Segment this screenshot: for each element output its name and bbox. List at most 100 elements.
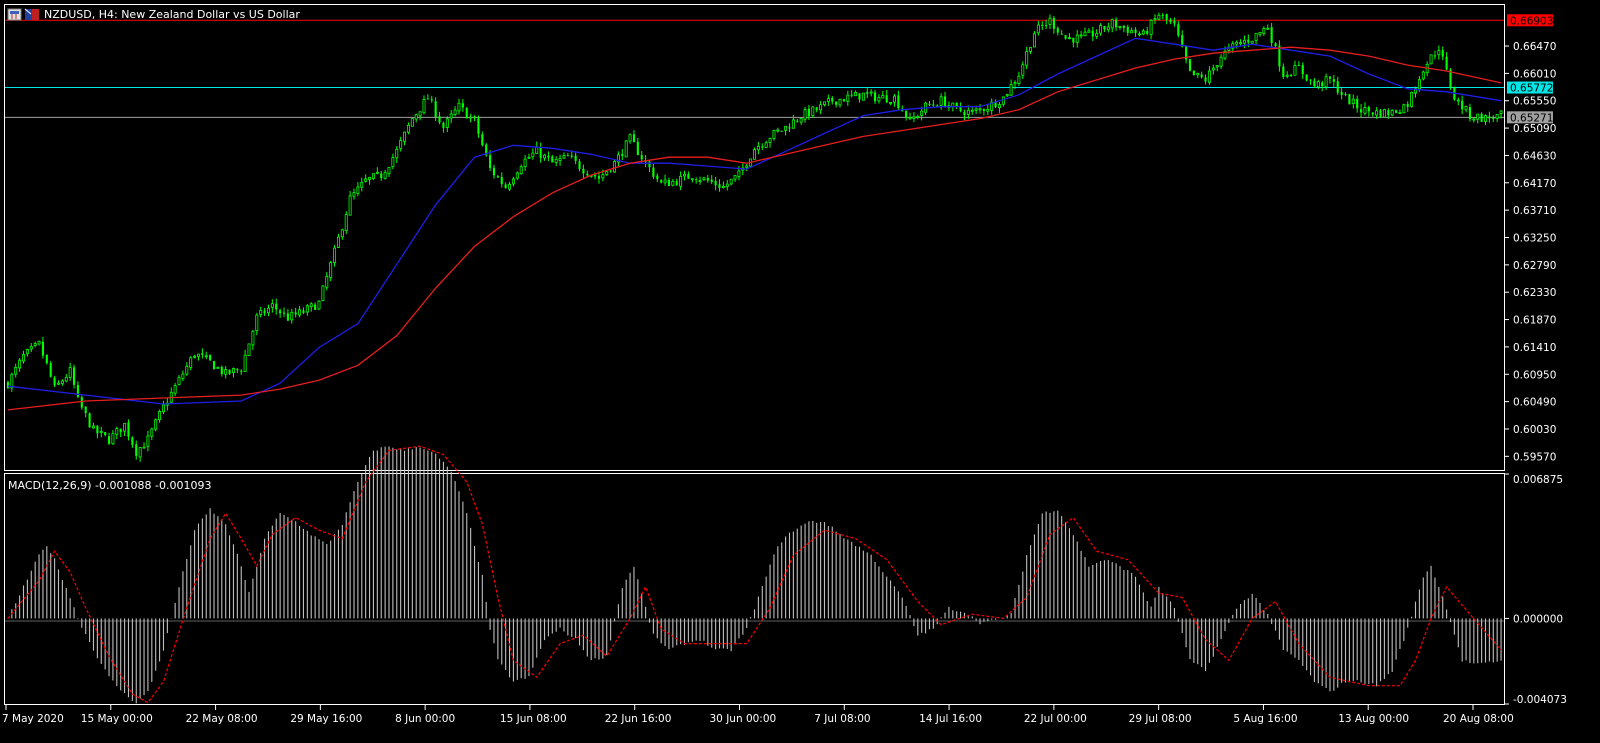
candle <box>1083 27 1087 37</box>
candle <box>515 171 519 180</box>
candle <box>1009 79 1013 96</box>
candle <box>955 102 958 110</box>
candle <box>916 114 920 120</box>
candle <box>1461 95 1464 115</box>
candle <box>418 111 422 121</box>
candle <box>527 153 531 159</box>
horizontal-lines[interactable] <box>5 19 1504 118</box>
macd-title: MACD(12,26,9) -0.001088 -0.001093 <box>8 479 211 492</box>
candle <box>403 131 407 146</box>
price-tick-label: 0.65550 <box>1513 96 1556 108</box>
candle <box>784 125 788 136</box>
time-tick-label: 5 Aug 16:00 <box>1233 713 1297 725</box>
candle <box>671 179 675 187</box>
candle <box>333 244 337 267</box>
candle <box>690 178 694 183</box>
candle <box>912 112 916 122</box>
candle <box>1146 26 1149 36</box>
candle <box>173 382 177 397</box>
candle <box>224 365 228 379</box>
candle <box>1336 76 1339 95</box>
candle <box>1032 31 1036 48</box>
candle <box>438 111 441 125</box>
candle <box>1499 110 1503 119</box>
candle <box>846 90 850 106</box>
candle <box>445 116 449 133</box>
candle <box>905 110 908 121</box>
price-tag-label: 0.65772 <box>1510 83 1553 95</box>
time-tick-label: 29 Jul 08:00 <box>1129 713 1192 725</box>
candle <box>344 211 348 234</box>
candle <box>866 87 869 99</box>
candle <box>1429 54 1433 65</box>
candle <box>10 372 14 392</box>
candle <box>1204 74 1207 85</box>
candle <box>368 176 372 185</box>
candle <box>481 131 484 147</box>
candle <box>375 167 379 175</box>
candle <box>1379 109 1382 118</box>
candle <box>1313 78 1316 88</box>
moving-averages <box>7 37 1502 411</box>
candle <box>1177 21 1180 38</box>
candle <box>842 98 846 102</box>
candle <box>279 308 282 318</box>
candle <box>1075 30 1079 48</box>
candle <box>908 112 912 121</box>
candle <box>721 181 725 189</box>
candle <box>449 109 453 124</box>
candle <box>597 171 601 184</box>
candle <box>943 91 947 108</box>
candle <box>220 365 223 377</box>
candle <box>270 299 274 313</box>
candle <box>410 118 414 127</box>
candle <box>209 354 212 361</box>
price-pane[interactable]: 0.66470 0.66010 0.65550 0.65090 0.64630 0.641… <box>4 4 1557 471</box>
candle <box>434 97 437 122</box>
candle <box>1398 109 1402 114</box>
time-tick-label: 29 May 16:00 <box>290 713 362 725</box>
candle <box>49 360 52 378</box>
price-tick-label: 0.64630 <box>1513 150 1556 162</box>
candle <box>823 101 826 107</box>
candle <box>185 362 189 376</box>
candle <box>932 100 935 107</box>
candle <box>99 426 103 438</box>
candle <box>236 368 239 373</box>
candle <box>76 381 80 399</box>
candle <box>1297 61 1300 67</box>
candle <box>1099 23 1103 36</box>
candle <box>92 422 95 429</box>
candle <box>1087 28 1091 33</box>
candle <box>1017 71 1021 86</box>
candle <box>461 99 464 112</box>
candle <box>1169 17 1172 25</box>
candle <box>348 191 352 216</box>
candle <box>45 354 48 365</box>
candle <box>457 98 461 115</box>
candle <box>1406 101 1409 112</box>
candle <box>201 348 204 359</box>
candle <box>966 105 970 119</box>
candle <box>1484 114 1487 126</box>
candle <box>753 147 756 160</box>
chart-window-icon[interactable] <box>7 8 22 21</box>
candle <box>683 170 686 181</box>
candle <box>57 380 60 386</box>
macd-pane[interactable]: 0.006875 0.000000 -0.004073 MACD(12,26,9) … <box>4 445 1567 706</box>
candle <box>1367 105 1370 117</box>
candle <box>465 106 468 119</box>
candle <box>811 106 815 118</box>
candle <box>761 143 764 151</box>
candle <box>621 149 624 161</box>
candle <box>371 173 375 180</box>
candle <box>508 181 512 192</box>
candle <box>869 89 873 97</box>
candle <box>877 94 881 104</box>
candle <box>764 140 768 148</box>
candle <box>259 306 263 318</box>
candle <box>893 93 896 107</box>
candle <box>247 343 251 356</box>
candle <box>698 176 702 185</box>
